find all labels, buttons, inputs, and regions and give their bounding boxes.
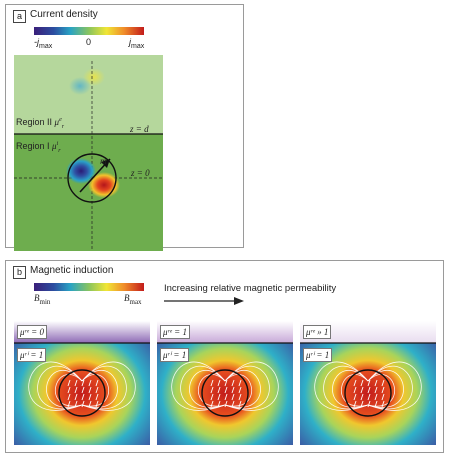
z-0-label: z = 0 [131,168,150,178]
mu-interior-label: μʳⁱ = 1 [303,348,333,362]
permeability-caption: Increasing relative magnetic permeabilit… [164,283,337,294]
induction-plot-1: μʳᵉ = 0 μʳⁱ = 1 [14,321,150,445]
mu-interior-label: μʳⁱ = 1 [17,348,47,362]
sphere-field [67,379,99,408]
moment-label: m [100,156,107,166]
mu-exterior-label: μʳᵉ » 1 [303,325,332,339]
sphere-outline [344,369,392,417]
panel-b-tag: b [13,266,26,279]
induction-plot-3: μʳᵉ » 1 μʳⁱ = 1 [300,321,436,445]
z-d-label: z = d [130,124,149,134]
colorbar-mid-label: 0 [86,37,92,47]
mu-interior-label: μʳⁱ = 1 [160,348,190,362]
field-lines [314,361,422,411]
sphere-outline [201,369,249,417]
field-lines [171,361,279,411]
mu-exterior-label: μʳᵉ = 1 [160,325,190,339]
panel-a: a Current density -jmax 0 jmax [5,4,244,251]
sphere-outline [58,369,106,417]
region-1-label: Region I μir [16,141,61,154]
region-2-label: Region II μer [16,117,65,130]
panel-a-tag: a [13,10,26,23]
current-density-plot [14,55,163,251]
sphere-field [353,379,385,408]
bmax-label: Bmax [124,293,142,306]
panel-b-title: Magnetic induction [30,265,114,276]
bmin-label: Bmin [34,293,51,306]
sphere-field [210,379,242,408]
region-1-area [14,134,163,251]
panel-a-title: Current density [30,9,98,20]
region-2-area [14,55,163,134]
panel-b: b Magnetic induction Bmin Bmax Increasin… [5,260,444,453]
increasing-arrow [164,297,244,305]
magnetic-induction-colorbar [34,283,144,291]
sphere-outline [67,153,117,203]
colorbar-max-label: jmax [129,37,145,50]
induction-plot-2: μʳᵉ = 1 μʳⁱ = 1 [157,321,293,445]
mu-exterior-label: μʳᵉ = 0 [17,325,47,339]
field-lines [28,361,136,411]
colorbar-min-label: -jmax [34,37,53,50]
current-density-colorbar [34,27,144,35]
